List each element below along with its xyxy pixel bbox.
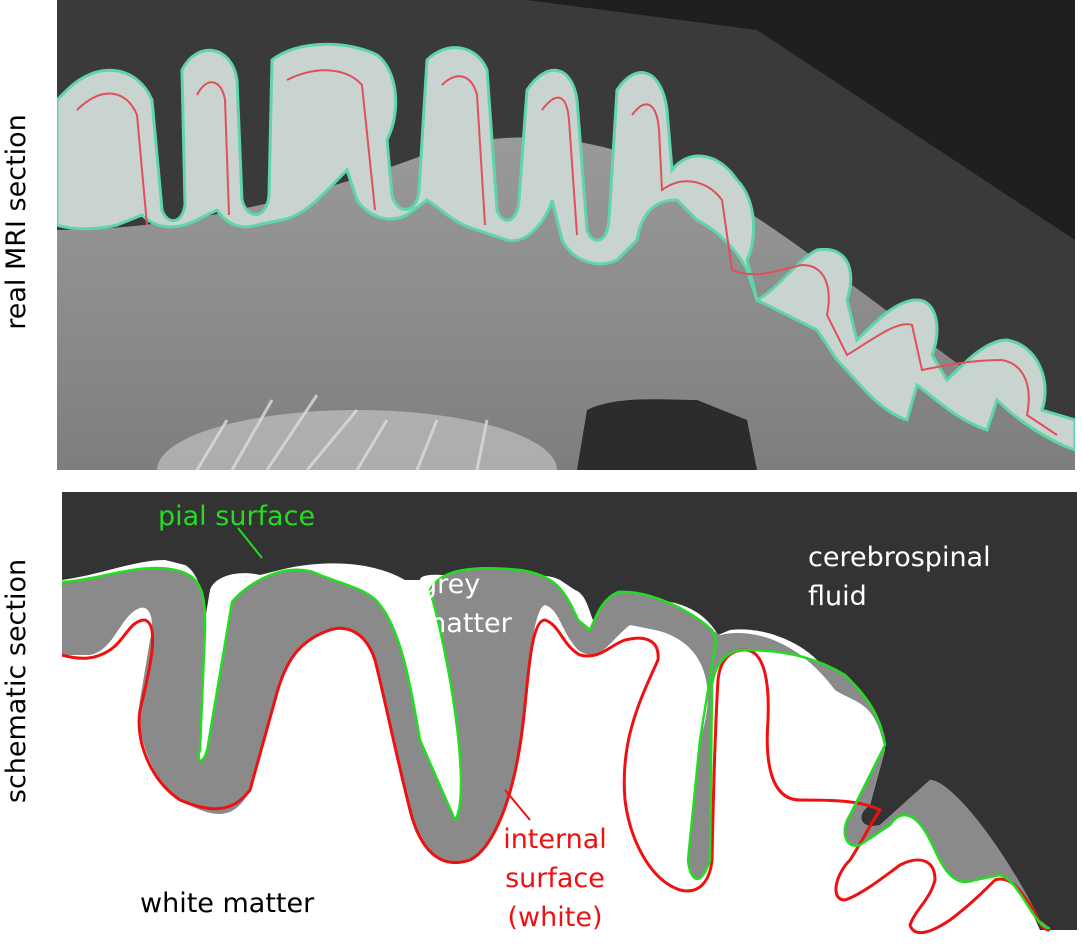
mri-internal-outline bbox=[76, 69, 1058, 436]
internal-surface-line bbox=[61, 618, 1051, 935]
mri-svg bbox=[55, 0, 1077, 530]
schematic-diagram: pial surface grey matter cerebrospinal f… bbox=[0, 480, 1083, 940]
mri-ventricle bbox=[577, 399, 757, 470]
grey-matter-region bbox=[62, 567, 1050, 929]
white-matter-label: white matter bbox=[140, 888, 315, 919]
internal-pointer-line bbox=[504, 789, 531, 821]
grey-matter-label-line2: matter bbox=[420, 608, 513, 639]
csf-label-line1: cerebrospinal bbox=[808, 542, 991, 573]
internal-surface-label-line2: surface bbox=[505, 863, 605, 894]
mri-csf-region bbox=[527, 0, 1075, 240]
schematic-svg: pial surface grey matter cerebrospinal f… bbox=[61, 492, 1077, 935]
pial-pointer-line bbox=[237, 527, 263, 559]
mri-image bbox=[55, 0, 1077, 530]
csf-label-line2: fluid bbox=[808, 581, 867, 612]
pial-surface-line bbox=[61, 566, 1051, 930]
mri-cortex-ribbon bbox=[55, 42, 1077, 453]
csf-region bbox=[62, 492, 1077, 930]
internal-surface-label-line3: (white) bbox=[508, 902, 603, 933]
pial-surface-label: pial surface bbox=[158, 501, 315, 532]
grey-matter-label-line1: grey bbox=[420, 569, 480, 600]
internal-surface-label-line1: internal bbox=[503, 824, 607, 855]
mri-white-matter bbox=[57, 137, 1075, 470]
real-mri-section-label: real MRI section bbox=[1, 114, 32, 330]
